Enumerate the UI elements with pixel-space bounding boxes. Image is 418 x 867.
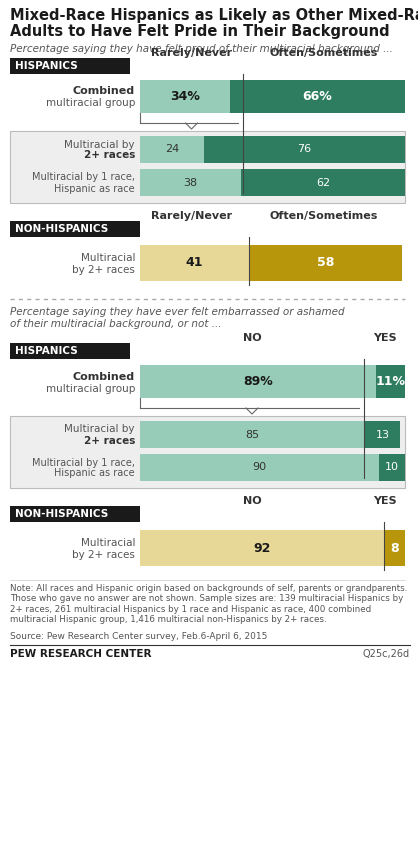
Bar <box>204 136 405 163</box>
Text: NO: NO <box>243 496 261 506</box>
Text: 13: 13 <box>375 429 390 440</box>
Text: Multiracial: Multiracial <box>81 538 135 548</box>
Text: Multiracial by 1 race,: Multiracial by 1 race, <box>32 173 135 182</box>
Bar <box>365 421 400 448</box>
Text: 62: 62 <box>316 178 330 187</box>
Text: 11%: 11% <box>375 375 405 388</box>
Text: 41: 41 <box>186 257 203 270</box>
Text: 24: 24 <box>165 145 179 154</box>
Text: Mixed-Race Hispanics as Likely as Other Mixed-Race: Mixed-Race Hispanics as Likely as Other … <box>10 8 418 23</box>
Bar <box>140 421 365 448</box>
Text: Multiracial by 1 race,: Multiracial by 1 race, <box>32 458 135 467</box>
Text: by 2+ races: by 2+ races <box>72 265 135 275</box>
Text: by 2+ races: by 2+ races <box>72 550 135 560</box>
Bar <box>10 58 130 74</box>
Text: Percentage saying they have ever felt embarrassed or ashamed
of their multiracia: Percentage saying they have ever felt em… <box>10 307 344 329</box>
Text: 2+ races: 2+ races <box>84 151 135 160</box>
Bar <box>379 454 405 481</box>
Text: multiracial group: multiracial group <box>46 99 135 108</box>
Text: 8: 8 <box>390 542 399 555</box>
Text: Rarely/Never: Rarely/Never <box>151 48 232 58</box>
Text: Multiracial: Multiracial <box>81 253 135 263</box>
Text: 92: 92 <box>253 542 270 555</box>
Text: Q25c,26d: Q25c,26d <box>363 649 410 659</box>
Bar <box>241 169 405 196</box>
Bar <box>10 506 140 522</box>
Text: 76: 76 <box>297 145 311 154</box>
Text: Often/Sometimes: Often/Sometimes <box>270 211 378 221</box>
Bar <box>249 245 403 281</box>
Bar <box>140 454 379 481</box>
Bar <box>140 530 384 566</box>
Text: 58: 58 <box>317 257 334 270</box>
Text: NON-HISPANICS: NON-HISPANICS <box>15 224 108 234</box>
Text: Often/Sometimes: Often/Sometimes <box>270 48 378 58</box>
Text: 89%: 89% <box>243 375 273 388</box>
Text: Rarely/Never: Rarely/Never <box>151 211 232 221</box>
Text: HISPANICS: HISPANICS <box>15 61 78 71</box>
Bar <box>230 80 405 113</box>
Text: 10: 10 <box>385 462 399 473</box>
Text: Multiracial by: Multiracial by <box>64 425 135 434</box>
Text: multiracial group: multiracial group <box>46 383 135 394</box>
Text: 85: 85 <box>245 429 260 440</box>
Text: 34%: 34% <box>170 90 200 103</box>
Text: Multiracial by: Multiracial by <box>64 140 135 149</box>
Text: Note: All races and Hispanic origin based on backgrounds of self, parents or gra: Note: All races and Hispanic origin base… <box>10 584 408 624</box>
Text: NO: NO <box>243 333 261 343</box>
Text: NON-HISPANICS: NON-HISPANICS <box>15 509 108 519</box>
Bar <box>140 169 241 196</box>
Text: Hispanic as race: Hispanic as race <box>54 184 135 193</box>
Text: Adults to Have Felt Pride in Their Background: Adults to Have Felt Pride in Their Backg… <box>10 24 390 39</box>
Text: Source: Pew Research Center survey, Feb.6-April 6, 2015: Source: Pew Research Center survey, Feb.… <box>10 632 268 641</box>
Text: YES: YES <box>373 333 396 343</box>
Bar <box>140 245 249 281</box>
Text: Percentage saying they have felt proud of their multiracial background ...: Percentage saying they have felt proud o… <box>10 44 393 54</box>
Bar <box>376 365 405 398</box>
Bar <box>140 80 230 113</box>
Text: Combined: Combined <box>73 87 135 96</box>
Text: 90: 90 <box>252 462 266 473</box>
Text: Combined: Combined <box>73 371 135 381</box>
Bar <box>10 221 140 237</box>
Bar <box>10 343 130 359</box>
Text: Hispanic as race: Hispanic as race <box>54 468 135 479</box>
Bar <box>140 365 376 398</box>
Text: 38: 38 <box>183 178 197 187</box>
Text: YES: YES <box>373 496 396 506</box>
Text: HISPANICS: HISPANICS <box>15 346 78 356</box>
Bar <box>140 136 204 163</box>
Bar <box>10 131 405 203</box>
Bar <box>384 530 405 566</box>
Text: PEW RESEARCH CENTER: PEW RESEARCH CENTER <box>10 649 151 659</box>
Text: 66%: 66% <box>303 90 332 103</box>
Bar <box>10 416 405 488</box>
Text: 2+ races: 2+ races <box>84 435 135 446</box>
